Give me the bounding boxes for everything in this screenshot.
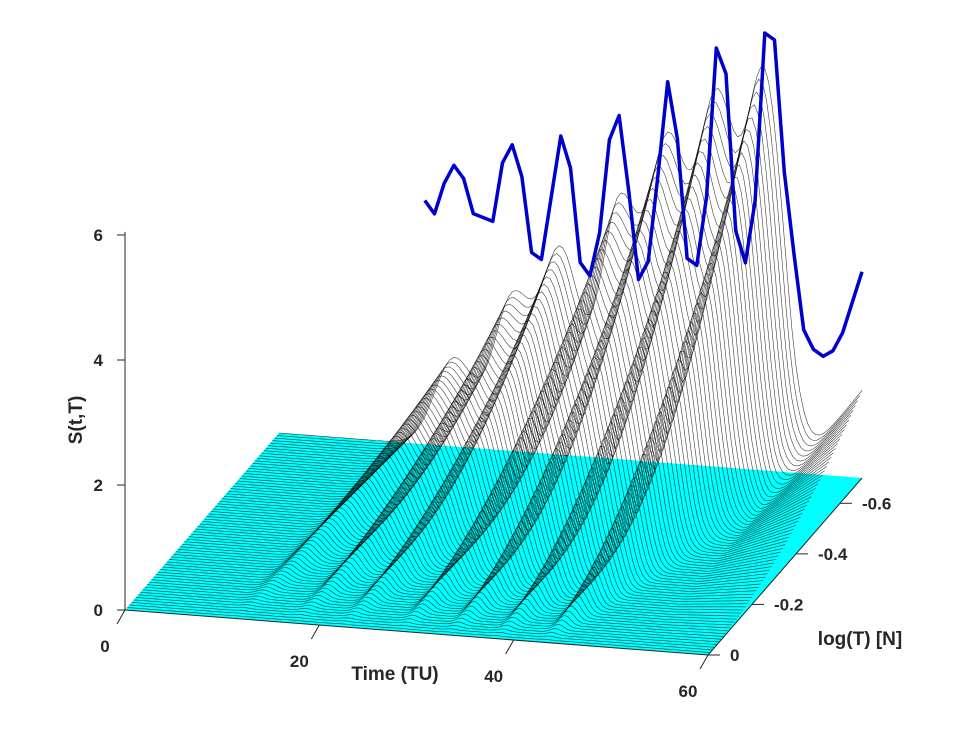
y-axis-label: log(T) [N] xyxy=(818,629,902,650)
y-axis-line xyxy=(707,477,863,656)
mesh-line xyxy=(197,444,781,567)
mesh-line xyxy=(131,602,715,648)
mesh-line xyxy=(193,460,777,572)
mesh-line xyxy=(217,367,801,544)
x-tick xyxy=(505,639,515,655)
mesh-line xyxy=(206,411,790,557)
x-tick xyxy=(699,654,709,670)
x-axis-line xyxy=(124,609,709,656)
mesh-line xyxy=(135,597,720,643)
z-tick-label: 4 xyxy=(94,351,104,370)
mesh-line xyxy=(278,66,863,442)
mesh-line xyxy=(142,589,726,634)
mesh-line xyxy=(250,220,834,498)
mesh-line xyxy=(175,520,759,592)
mesh-line xyxy=(160,565,744,611)
mesh-line xyxy=(239,273,823,516)
mesh-line xyxy=(234,291,819,522)
x-tick-label: 60 xyxy=(679,682,698,701)
z-tick-label: 6 xyxy=(94,226,103,245)
z-tick-label: 2 xyxy=(94,476,103,495)
mesh-line xyxy=(237,282,821,519)
mesh-line xyxy=(179,506,764,587)
mesh-line xyxy=(190,468,775,575)
mesh-line xyxy=(151,579,735,623)
mesh-line xyxy=(129,604,713,651)
mesh-line xyxy=(263,152,847,472)
mesh-line xyxy=(149,581,733,626)
floor-surface xyxy=(125,433,862,655)
mesh-line xyxy=(144,586,728,632)
mesh-line xyxy=(210,394,794,552)
mesh-line xyxy=(195,454,779,570)
mesh-line xyxy=(252,208,836,494)
mesh-line xyxy=(153,576,737,620)
mesh-line xyxy=(157,571,742,614)
mesh-line xyxy=(219,358,803,542)
mesh-line xyxy=(274,91,858,447)
mesh-line xyxy=(208,402,792,554)
x-axis-label: Time (TU) xyxy=(351,664,438,685)
x-tick xyxy=(310,624,320,640)
y-tick-label: -0.6 xyxy=(862,494,891,513)
mesh-line xyxy=(212,386,797,549)
floor-plane xyxy=(125,433,862,655)
mesh-line xyxy=(186,485,770,580)
mesh-line xyxy=(215,376,799,547)
x-tick xyxy=(116,609,126,625)
mesh-line xyxy=(155,574,739,617)
x-tick-label: 20 xyxy=(290,652,309,671)
mesh-line xyxy=(226,330,810,534)
x-tick-label: 0 xyxy=(100,637,109,656)
mesh-line xyxy=(259,176,843,481)
y-tick-label: -0.2 xyxy=(774,595,803,614)
mesh-line xyxy=(223,340,808,536)
mesh-line xyxy=(184,491,768,582)
mesh-line xyxy=(256,186,841,485)
mesh-line xyxy=(127,607,711,653)
mesh-line xyxy=(232,302,816,525)
mesh-line xyxy=(270,117,854,457)
mesh-line xyxy=(166,547,750,603)
mesh-line xyxy=(199,436,783,564)
back-edge-line xyxy=(423,31,864,359)
mesh-line xyxy=(243,251,827,509)
mesh-line xyxy=(177,514,761,590)
mesh-line xyxy=(138,594,722,640)
mesh-line xyxy=(261,164,845,476)
mesh-line xyxy=(201,428,786,562)
mesh-line xyxy=(228,321,812,531)
y-tick-label: 0 xyxy=(730,646,739,665)
mesh-line xyxy=(133,599,717,645)
x-tick-label: 40 xyxy=(484,667,503,686)
mesh-line xyxy=(248,231,832,502)
mesh-line xyxy=(204,421,788,559)
mesh-line xyxy=(230,312,814,528)
mesh-line xyxy=(168,541,753,600)
mesh-line xyxy=(265,140,850,467)
mesh-line xyxy=(245,240,830,506)
mesh-line xyxy=(254,197,838,489)
z-tick-label: 0 xyxy=(94,601,103,620)
surface-mesh xyxy=(127,66,863,653)
mesh-line xyxy=(146,584,731,629)
mesh-line xyxy=(267,129,852,462)
mesh-line xyxy=(272,104,856,452)
z-axis-label: S(t,T) xyxy=(66,396,87,445)
mesh-line xyxy=(221,350,805,539)
mesh-line xyxy=(241,262,825,513)
mesh-line xyxy=(140,592,724,637)
back-edge-series xyxy=(423,31,864,359)
y-tick-label: -0.4 xyxy=(818,545,848,564)
